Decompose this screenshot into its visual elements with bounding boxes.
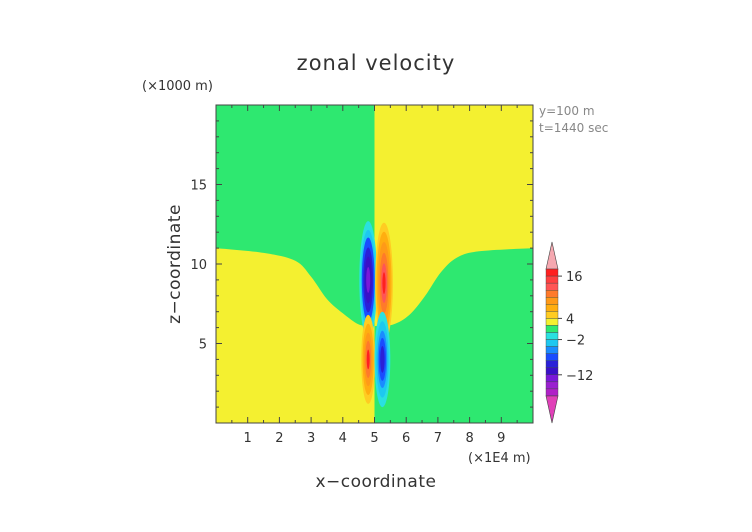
y-tick-label-5: 5 bbox=[199, 338, 207, 353]
colorbar-segment bbox=[545, 388, 559, 397]
x-tick-label-3: 3 bbox=[307, 431, 315, 446]
x-tick-label-6: 6 bbox=[402, 431, 410, 446]
colorbar-label: 4 bbox=[566, 312, 574, 327]
colorbar-segment bbox=[545, 290, 559, 298]
y-tick-label-15: 15 bbox=[190, 179, 207, 194]
y-axis-ticks: 5 10 15 bbox=[190, 120, 533, 408]
colorbar-segment bbox=[545, 367, 559, 376]
colorbar-segment bbox=[545, 318, 559, 326]
anomaly-contour-3-5 bbox=[366, 349, 370, 370]
annotation-t: t=1440 sec bbox=[539, 121, 608, 135]
colorbar-segment bbox=[545, 325, 559, 333]
y-tick-label-10: 10 bbox=[190, 258, 207, 273]
x-tick-label-2: 2 bbox=[275, 431, 283, 446]
region-lower-right bbox=[374, 248, 533, 423]
colorbar-label: −12 bbox=[566, 369, 593, 384]
x-tick-label-1: 1 bbox=[244, 431, 252, 446]
colorbar-segment bbox=[545, 268, 559, 277]
x-tick-label-4: 4 bbox=[339, 431, 347, 446]
anomaly-cell-4 bbox=[374, 311, 391, 408]
colorbar-segment bbox=[545, 353, 559, 361]
anomaly-contour-1-6 bbox=[366, 267, 371, 293]
x-axis-label: x−coordinate bbox=[316, 472, 437, 492]
colorbar-segment bbox=[545, 304, 559, 312]
colorbar-segment bbox=[545, 332, 559, 340]
colorbar-segment bbox=[545, 381, 559, 390]
anomaly-cell-3 bbox=[361, 314, 376, 404]
colorbar: 16 4 −2 −12 bbox=[545, 241, 593, 424]
chart-title: zonal velocity bbox=[297, 51, 456, 75]
annotation-y: y=100 m bbox=[539, 104, 595, 118]
x-tick-label-9: 9 bbox=[497, 431, 505, 446]
velocity-field bbox=[216, 105, 533, 423]
anomaly-contour-4-5 bbox=[380, 346, 385, 373]
x-axis-ticks: 1 2 3 4 5 6 7 8 9 bbox=[231, 105, 518, 446]
x-tick-label-5: 5 bbox=[370, 431, 378, 446]
colorbar-segment bbox=[545, 360, 559, 368]
colorbar-segment bbox=[545, 374, 559, 383]
colorbar-segment bbox=[545, 339, 559, 347]
colorbar-label: −2 bbox=[566, 334, 585, 349]
colorbar-segment bbox=[545, 275, 559, 284]
x-tick-label-7: 7 bbox=[434, 431, 442, 446]
colorbar-segment bbox=[545, 297, 559, 305]
x-scale-label: (×1E4 m) bbox=[468, 451, 531, 466]
y-scale-label: (×1000 m) bbox=[142, 79, 213, 94]
colorbar-segment bbox=[545, 311, 559, 319]
region-lower-left bbox=[216, 248, 375, 423]
x-tick-label-8: 8 bbox=[465, 431, 473, 446]
colorbar-lower-extension bbox=[545, 395, 559, 424]
colorbar-segment bbox=[545, 346, 559, 354]
y-axis-label: z−coordinate bbox=[165, 204, 185, 324]
anomaly-contour-2-6 bbox=[382, 272, 386, 294]
colorbar-upper-extension bbox=[545, 241, 559, 270]
colorbar-label: 16 bbox=[566, 270, 583, 285]
anomaly-cell-1 bbox=[359, 221, 378, 339]
anomaly-cell-2 bbox=[375, 222, 393, 344]
colorbar-segment bbox=[545, 282, 559, 291]
